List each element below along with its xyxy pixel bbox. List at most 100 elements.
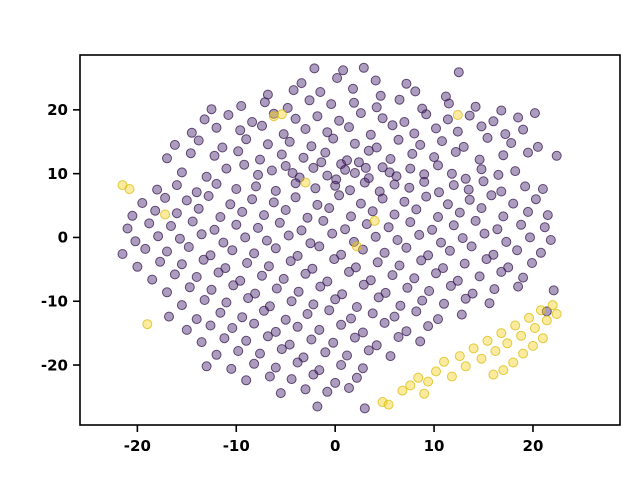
scatter-point-cluster-purple [334,115,345,126]
scatter-point-cluster-purple [262,331,273,342]
scatter-point-cluster-purple [257,120,267,131]
scatter-point-cluster-purple [421,191,432,202]
scatter-point-cluster-purple [363,145,374,156]
scatter-point-cluster-purple [349,138,360,149]
scatter-point-cluster-purple [209,224,220,235]
scatter-point-cluster-purple [415,336,426,347]
scatter-point-cluster-purple [318,215,329,226]
scatter-point-cluster-purple [290,113,301,124]
scatter-point-cluster-purple [399,196,410,207]
scatter-point-cluster-purple [160,192,171,203]
scatter-point-cluster-purple [247,194,258,205]
scatter-point-cluster-purple [351,302,362,312]
scatter-point-cluster-purple [259,305,269,316]
scatter-point-cluster-purple [144,218,155,229]
scatter-point-cluster-purple [481,254,492,265]
scatter-point-cluster-purple [350,262,361,273]
scatter-point-cluster-purple [322,276,333,287]
scatter-point-cluster-purple [231,184,242,194]
scatter-point-cluster-purple [523,206,533,217]
scatter-point-cluster-purple [155,256,166,267]
scatter-point-cluster-purple [235,125,246,136]
scatter-point-cluster-yellow [351,241,362,252]
x-tick-label: 0 [330,437,340,455]
scatter-point-cluster-purple [268,197,279,208]
scatter-point-cluster-purple [288,85,299,96]
scatter-point-cluster-purple [219,333,230,344]
scatter-point-cluster-purple [450,147,461,157]
scatter-point-cluster-purple [211,178,222,189]
scatter-point-cluster-purple [372,257,383,268]
scatter-point-cluster-purple [371,102,382,113]
scatter-point-cluster-purple [337,289,348,300]
scatter-point-cluster-purple [259,210,269,221]
scatter-point-cluster-purple [332,73,343,83]
scatter-point-cluster-purple [357,244,368,255]
scatter-point-cluster-yellow [498,365,509,376]
scatter-point-cluster-purple [370,75,381,86]
scatter-point-cluster-purple [377,162,388,173]
scatter-point-cluster-purple [227,323,238,333]
scatter-point-cluster-purple [140,243,151,254]
scatter-point-cluster-purple [467,288,478,299]
scatter-point-cluster-purple [442,114,453,125]
scatter-point-cluster-purple [384,167,395,178]
scatter-point-cluster-purple [264,371,275,382]
y-tick-label: 10 [47,165,68,183]
scatter-point-cluster-purple [312,111,323,122]
scatter-point-cluster-purple [169,139,180,150]
scatter-point-cluster-purple [322,170,333,181]
scatter-point-cluster-yellow [510,320,521,331]
scatter-point-cluster-purple [312,401,323,412]
scatter-point-cluster-yellow [537,333,548,344]
scatter-point-cluster-purple [423,321,434,332]
scatter-point-cluster-purple [394,260,405,271]
scatter-point-cluster-purple [220,263,231,274]
scatter-point-cluster-purple [415,139,426,150]
scatter-point-cluster-purple [392,235,403,245]
scatter-point-cluster-purple [349,332,360,343]
scatter-point-cluster-purple [402,282,413,293]
scatter-point-cluster-purple [255,154,265,165]
scatter-point-cluster-purple [330,180,341,191]
scatter-point-cluster-purple [286,296,297,307]
scatter-point-cluster-purple [241,335,252,346]
scatter-point-cluster-purple [196,229,207,240]
scatter-point-cluster-purple [358,62,369,73]
scatter-point-cluster-purple [329,254,340,265]
scatter-point-cluster-purple [492,224,503,235]
scatter-point-cluster-purple [421,109,432,120]
scatter-point-cluster-purple [302,212,313,223]
scatter-point-cluster-purple [452,126,463,137]
scatter-point-cluster-purple [247,117,258,127]
scatter-point-cluster-purple [191,314,202,325]
scatter-point-cluster-purple [486,190,497,201]
scatter-point-cluster-yellow [383,399,394,410]
scatter-point-cluster-yellow [423,376,434,387]
scatter-point-cluster-purple [276,344,287,355]
scatter-point-cluster-purple [493,169,504,180]
scatter-point-cluster-purple [548,285,559,296]
scatter-point-cluster-purple [349,168,360,178]
scatter-point-cluster-purple [346,211,356,222]
scatter-point-cluster-purple [169,269,180,280]
scatter-point-cluster-purple [152,184,163,195]
scatter-point-cluster-purple [300,384,311,395]
scatter-point-cluster-purple [239,159,250,170]
scatter-point-cluster-purple [322,127,333,138]
scatter-point-cluster-yellow [535,305,546,316]
scatter-point-cluster-purple [306,141,317,152]
scatter-point-cluster-purple [176,259,187,270]
scatter-point-cluster-yellow [454,351,465,362]
scatter-point-cluster-yellow [431,366,441,377]
scatter-point-cluster-purple [385,154,396,164]
scatter-point-cluster-purple [336,249,347,260]
scatter-point-cluster-purple [186,127,197,138]
scatter-point-cluster-purple [482,132,493,143]
scatter-point-cluster-yellow [476,353,487,364]
scatter-point-cluster-purple [183,242,194,252]
scatter-point-cluster-purple [290,178,301,189]
scatter-point-cluster-purple [287,168,298,178]
scatter-point-cluster-purple [395,300,406,311]
scatter-point-cluster-purple [196,337,207,348]
